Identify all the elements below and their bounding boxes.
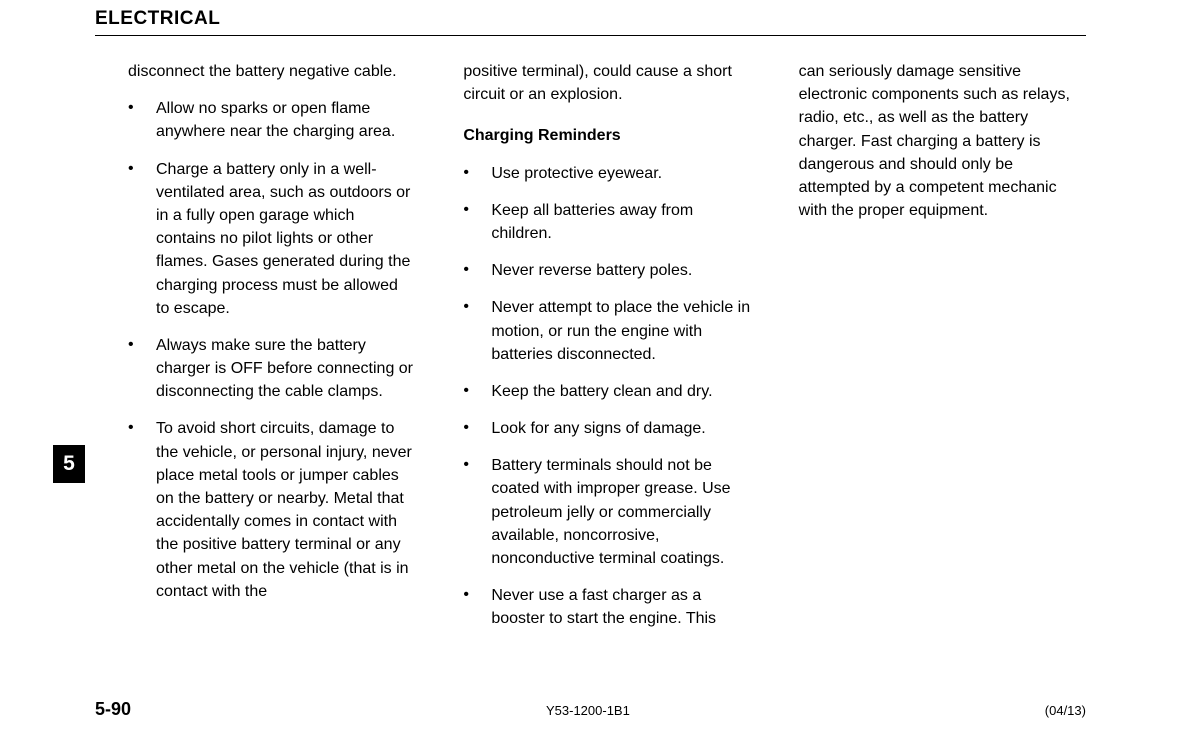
bullet-text: Keep the battery clean and dry. — [491, 380, 750, 403]
list-item: • To avoid short circuits, damage to the… — [128, 417, 415, 603]
list-item: • Never reverse battery poles. — [463, 259, 750, 282]
list-item: • Never attempt to place the vehicle in … — [463, 296, 750, 366]
footer: 5-90 Y53-1200-1B1 (04/13) — [0, 699, 1181, 720]
list-item: • Battery terminals should not be coated… — [463, 454, 750, 570]
list-item: • Never use a fast charger as a booster … — [463, 584, 750, 630]
col1-bullet-list: • Allow no sparks or open flame anywhere… — [128, 97, 415, 603]
list-item: • Look for any signs of damage. — [463, 417, 750, 440]
col2-subheading: Charging Reminders — [463, 124, 750, 147]
document-code: Y53-1200-1B1 — [546, 703, 630, 718]
bullet-icon: • — [463, 296, 491, 366]
list-item: • Charge a battery only in a well-ventil… — [128, 158, 415, 320]
list-item: • Keep all batteries away from children. — [463, 199, 750, 245]
list-item: • Use protective eyewear. — [463, 162, 750, 185]
bullet-text: Always make sure the battery charger is … — [156, 334, 415, 404]
page-number: 5-90 — [95, 699, 131, 720]
list-item: • Always make sure the battery charger i… — [128, 334, 415, 404]
bullet-icon: • — [463, 199, 491, 245]
bullet-icon: • — [463, 259, 491, 282]
bullet-icon: • — [463, 584, 491, 630]
column-1: disconnect the battery negative cable. •… — [128, 60, 415, 645]
bullet-text: Never attempt to place the vehicle in mo… — [491, 296, 750, 366]
bullet-text: Never reverse battery poles. — [491, 259, 750, 282]
content-area: disconnect the battery negative cable. •… — [0, 36, 1181, 645]
column-2: positive terminal), could cause a short … — [463, 60, 750, 645]
bullet-text: Look for any signs of damage. — [491, 417, 750, 440]
bullet-text: Never use a fast charger as a booster to… — [491, 584, 750, 630]
document-date: (04/13) — [1045, 703, 1086, 718]
bullet-text: To avoid short circuits, damage to the v… — [156, 417, 415, 603]
bullet-icon: • — [128, 417, 156, 603]
bullet-text: Keep all batteries away from children. — [491, 199, 750, 245]
col1-intro-text: disconnect the battery negative cable. — [128, 60, 415, 83]
bullet-icon: • — [128, 97, 156, 143]
column-3: can seriously damage sensitive electroni… — [799, 60, 1086, 645]
bullet-text: Charge a battery only in a well-ventilat… — [156, 158, 415, 320]
bullet-text: Battery terminals should not be coated w… — [491, 454, 750, 570]
col3-text: can seriously damage sensitive electroni… — [799, 60, 1086, 222]
bullet-icon: • — [463, 454, 491, 570]
bullet-icon: • — [463, 380, 491, 403]
bullet-icon: • — [463, 417, 491, 440]
col2-bullet-list: • Use protective eyewear. • Keep all bat… — [463, 162, 750, 631]
list-item: • Keep the battery clean and dry. — [463, 380, 750, 403]
list-item: • Allow no sparks or open flame anywhere… — [128, 97, 415, 143]
col2-intro-text: positive terminal), could cause a short … — [463, 60, 750, 106]
bullet-text: Allow no sparks or open flame anywhere n… — [156, 97, 415, 143]
bullet-icon: • — [128, 158, 156, 320]
bullet-icon: • — [463, 162, 491, 185]
section-tab: 5 — [53, 445, 85, 483]
bullet-icon: • — [128, 334, 156, 404]
page-title: ELECTRICAL — [95, 8, 1086, 36]
bullet-text: Use protective eyewear. — [491, 162, 750, 185]
